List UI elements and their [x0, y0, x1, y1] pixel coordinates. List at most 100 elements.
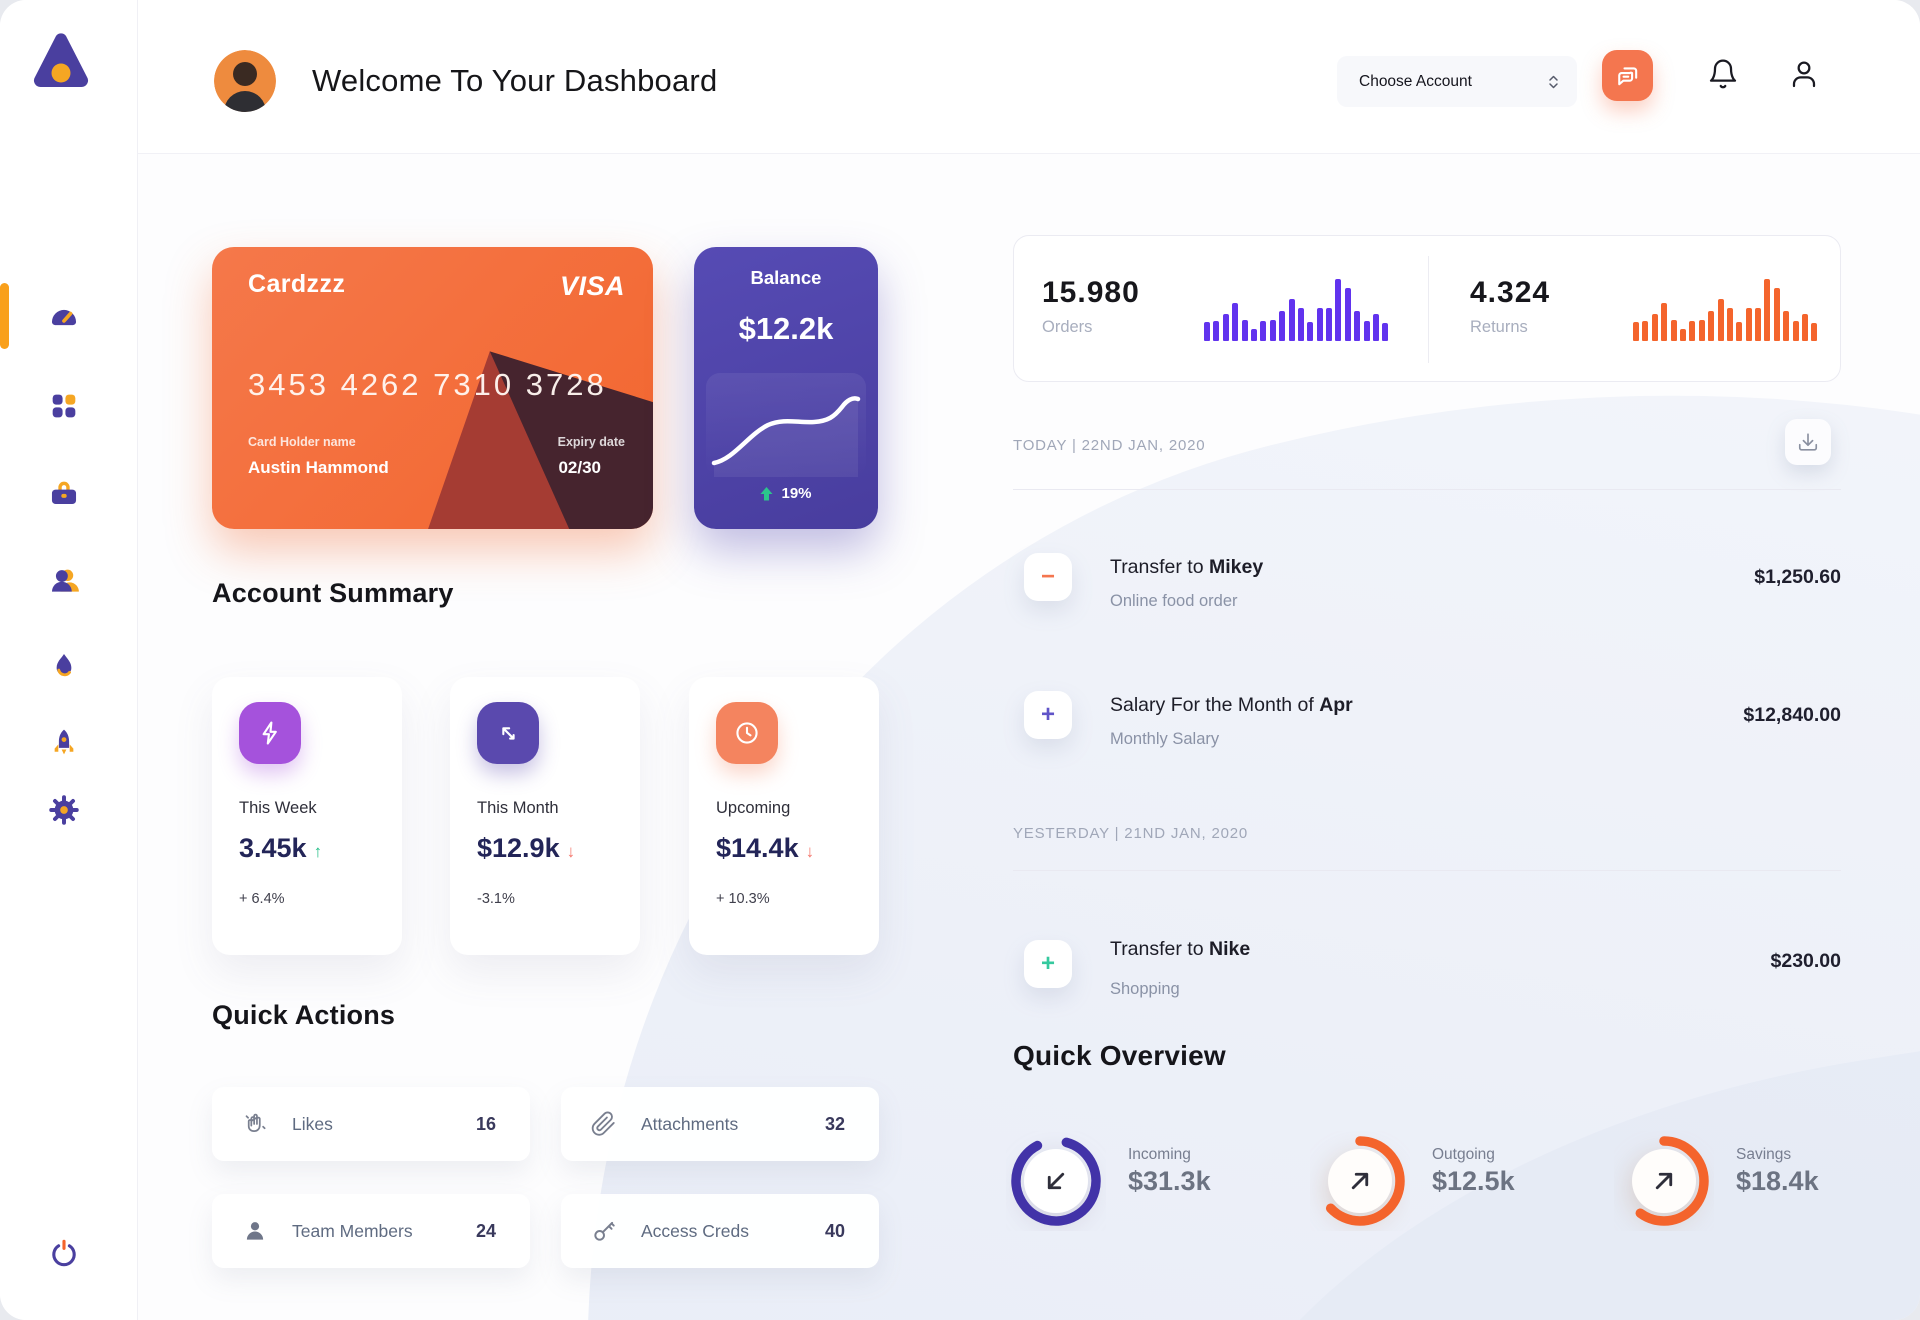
transaction-title: Transfer to Mikey [1110, 556, 1264, 578]
summary-value: $12.9k ↓ [477, 833, 576, 863]
wave-hand-icon [245, 1113, 266, 1133]
lightning-icon-badge [239, 702, 301, 764]
orders-returns-card: 15.980 Orders 4.324 Returns [1013, 235, 1841, 382]
quick-action-count: 32 [824, 1113, 845, 1134]
quick-actions-title: Quick Actions [212, 1000, 396, 1030]
bar [1689, 321, 1696, 341]
quick-action-team-members[interactable]: Team Members 24 [212, 1194, 530, 1268]
divider [1428, 256, 1429, 363]
balance-change: 19% [781, 485, 812, 502]
chat-button[interactable] [1602, 50, 1653, 101]
sidebar-item-dashboard[interactable] [47, 300, 81, 334]
trend-arrow: ↓ [566, 842, 576, 861]
notifications-button[interactable] [1707, 58, 1739, 90]
summary-change: + 6.4% [239, 891, 285, 907]
member-icon [246, 1222, 264, 1240]
card-expiry-label: Expiry date [557, 435, 625, 449]
summary-change: -3.1% [477, 891, 515, 907]
power-icon [52, 1239, 76, 1267]
bar [1708, 311, 1715, 341]
trend-arrow: ↓ [805, 842, 815, 861]
user-avatar[interactable] [214, 50, 276, 112]
gear-icon [49, 795, 79, 825]
bar [1633, 322, 1639, 341]
quick-action-label: Team Members [292, 1220, 413, 1241]
grid-icon [52, 394, 76, 418]
avatar-photo [214, 50, 276, 112]
outgoing-label: Outgoing [1432, 1146, 1495, 1163]
sidebar-item-settings[interactable] [47, 793, 81, 827]
bank-card: Cardzzz VISA 3453 4262 7310 3728 Card Ho… [212, 247, 653, 529]
page-title: Welcome To Your Dashboard [312, 63, 718, 98]
plus-icon: + [1024, 940, 1072, 988]
rocket-icon [54, 729, 74, 755]
quick-action-attachments[interactable]: Attachments 32 [561, 1087, 879, 1161]
bar [1642, 321, 1649, 341]
sidebar-item-team[interactable] [47, 564, 81, 598]
bar [1269, 320, 1276, 341]
bar [1307, 322, 1314, 341]
balance-label: Balance [750, 267, 822, 288]
returns-bar-chart [1633, 277, 1821, 341]
header: Welcome To Your Dashboard Choose Account [137, 0, 1920, 154]
orders-bar-chart [1204, 277, 1392, 341]
clock-icon-badge [716, 702, 778, 764]
active-nav-indicator [0, 283, 9, 349]
outgoing-gauge [1310, 1131, 1410, 1231]
summary-label: This Week [239, 799, 317, 817]
bar [1297, 308, 1304, 341]
card-holder-name: Austin Hammond [248, 458, 389, 477]
bar [1764, 279, 1771, 341]
quick-action-likes[interactable]: Likes 16 [212, 1087, 530, 1161]
transaction-subtitle: Monthly Salary [1110, 730, 1220, 748]
sidebar-item-launch[interactable] [47, 726, 81, 760]
date-header-yesterday: YESTERDAY | 21ND JAN, 2020 [1013, 825, 1249, 842]
minus-icon: − [1024, 553, 1072, 601]
account-select[interactable]: Choose Account [1337, 56, 1577, 107]
clock-icon [736, 722, 758, 744]
arrow-up-right-icon [1655, 1172, 1673, 1190]
transaction-title: Transfer to Nike [1110, 938, 1251, 960]
chevron-up-down-icon [1549, 75, 1558, 88]
trend-arrow-icon [502, 727, 515, 740]
bar [1736, 322, 1743, 341]
arrow-up-icon [760, 486, 773, 500]
app-logo[interactable] [28, 30, 94, 92]
savings-label: Savings [1736, 1146, 1792, 1163]
sidebar [0, 0, 138, 1320]
divider [1013, 489, 1841, 490]
bar [1232, 303, 1239, 341]
sidebar-item-activity[interactable] [47, 650, 81, 684]
bar [1726, 308, 1733, 341]
transaction-subtitle: Online food order [1110, 592, 1238, 610]
plus-icon: + [1024, 691, 1072, 739]
bar [1260, 321, 1267, 341]
transaction-subtitle: Shopping [1110, 980, 1180, 998]
trend-arrow: ↑ [313, 842, 323, 861]
bar [1316, 308, 1323, 341]
quick-action-label: Likes [292, 1113, 333, 1134]
download-button[interactable] [1785, 419, 1831, 465]
flame-icon [56, 653, 72, 677]
account-select-label: Choose Account [1359, 72, 1472, 90]
balance-trend: 19% [694, 485, 878, 502]
transaction-title: Salary For the Month of Apr [1110, 694, 1353, 716]
profile-button[interactable] [1788, 58, 1820, 90]
key-icon [594, 1221, 615, 1241]
account-summary-title: Account Summary [212, 578, 454, 608]
bar [1250, 329, 1257, 341]
balance-value: $12.2k [738, 311, 834, 346]
bar [1811, 323, 1818, 341]
logout-button[interactable] [47, 1237, 81, 1271]
balance-sparkline-panel [706, 373, 866, 477]
quick-action-label: Access Creds [641, 1220, 749, 1241]
sidebar-item-apps[interactable] [47, 389, 81, 423]
bar [1773, 288, 1780, 341]
returns-label: Returns [1470, 318, 1528, 336]
sidebar-item-work[interactable] [47, 476, 81, 510]
bar [1755, 308, 1762, 341]
user-icon [1792, 61, 1816, 88]
quick-action-access-creds[interactable]: Access Creds 40 [561, 1194, 879, 1268]
visa-logo: VISA [559, 271, 625, 301]
